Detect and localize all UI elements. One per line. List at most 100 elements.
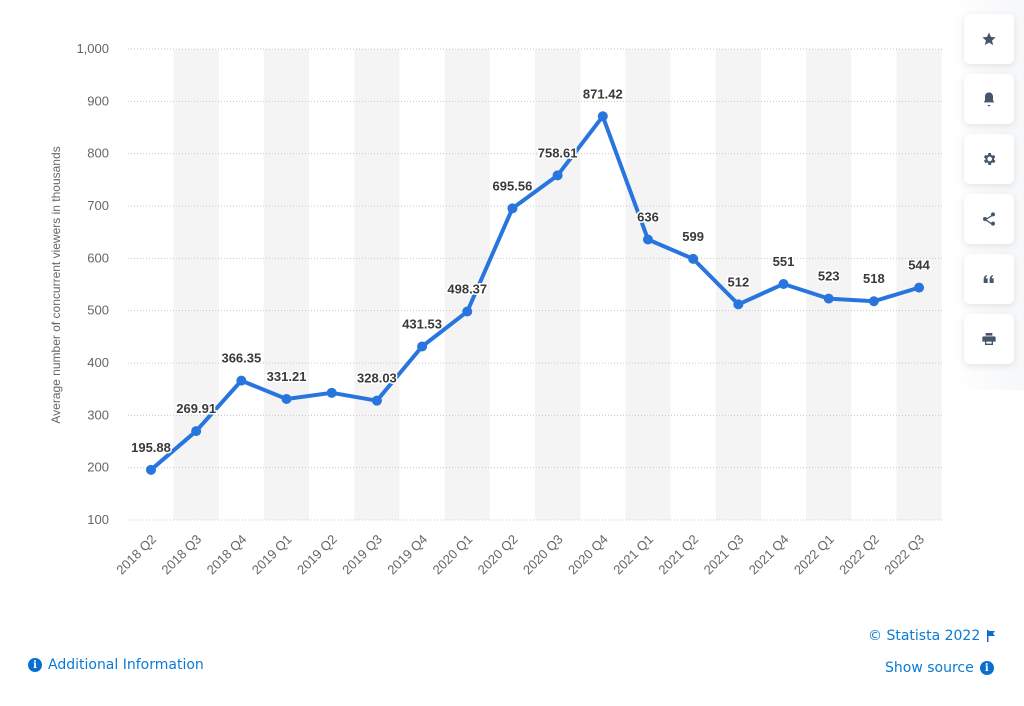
data-label: 758.61 [538,145,578,160]
x-tick-label: 2022 Q2 [836,532,882,578]
data-point[interactable] [868,296,879,307]
data-point[interactable] [191,426,202,437]
column-band [625,49,671,520]
x-tick-label: 2021 Q4 [746,532,792,578]
quote-icon [983,275,994,283]
data-label: 636 [637,209,659,224]
x-tick-label: 2019 Q3 [339,532,385,578]
data-label: 269.91 [176,401,216,416]
data-point[interactable] [642,234,653,245]
data-point[interactable] [823,293,834,304]
column-band [354,49,400,520]
column-band [444,49,490,520]
data-point[interactable] [417,341,428,352]
star-icon [982,32,996,46]
data-label: 366.35 [221,351,261,366]
x-tick-label: 2018 Q4 [204,532,250,578]
y-tick-label: 1,000 [76,41,109,56]
x-tick-label: 2022 Q1 [791,532,837,578]
line-chart: 100 200 300 400 500 600 700 800 900 1,000 Average… [49,41,942,578]
y-tick-label: 300 [87,407,109,422]
x-tick-label: 2019 Q4 [384,532,430,578]
info-icon: i [979,661,994,675]
data-point[interactable] [371,395,382,406]
y-tick-label: 700 [87,198,109,213]
data-label: 518 [863,271,885,286]
additional-information-label: Additional Information [48,657,204,673]
data-labels: 195.88 269.91 366.35 331.21 328.03 431.53 498.… [130,85,933,457]
cite-button[interactable] [964,254,1014,304]
data-point[interactable] [146,464,156,475]
data-label: 431.53 [402,316,442,331]
data-point[interactable] [597,111,608,122]
column-band [715,49,761,520]
data-point[interactable] [914,282,925,293]
x-axis-ticks: 2018 Q2 2018 Q3 2018 Q4 2019 Q1 2019 Q2 2019 … [113,532,927,578]
x-tick-label: 2021 Q2 [655,532,701,578]
info-icon: i [28,658,42,672]
data-point[interactable] [236,375,247,386]
y-tick-label: 500 [87,303,109,318]
data-line [149,114,922,472]
x-tick-label: 2020 Q1 [430,532,476,578]
data-point[interactable] [281,394,292,405]
y-axis-ticks: 100 200 300 400 500 600 700 800 900 1,000 [76,41,109,527]
data-label: 523 [818,269,840,284]
column-band [173,49,219,520]
column-band [806,49,852,520]
show-source-link[interactable]: Show source i [885,660,994,676]
bell-icon [983,92,995,107]
y-tick-label: 100 [87,512,109,527]
gear-icon [983,153,996,165]
print-button[interactable] [964,314,1014,364]
data-label: 512 [727,274,749,289]
y-tick-label: 200 [87,460,109,475]
data-label: 551 [773,254,795,269]
settings-button[interactable] [964,134,1014,184]
data-point[interactable] [507,203,518,214]
x-tick-label: 2018 Q2 [113,532,159,578]
x-tick-label: 2021 Q3 [701,532,747,578]
printer-icon [982,333,996,345]
favorite-button[interactable] [964,14,1014,64]
x-tick-label: 2022 Q3 [881,532,927,578]
data-label: 328.03 [357,371,397,386]
data-point[interactable] [733,299,744,310]
data-point[interactable] [462,306,473,317]
y-tick-label: 800 [87,146,109,161]
x-tick-label: 2019 Q1 [249,532,295,578]
data-point[interactable] [326,387,337,398]
additional-information-link[interactable]: i Additional Information [28,657,204,673]
y-axis-label: Average number of concurrent viewers in … [49,146,63,423]
share-button[interactable] [964,194,1014,244]
x-tick-label: 2021 Q1 [610,532,656,578]
x-tick-label: 2020 Q3 [520,532,566,578]
y-tick-label: 900 [87,93,109,108]
show-source-label: Show source [885,660,974,676]
x-tick-label: 2020 Q4 [565,532,611,578]
y-tick-label: 600 [87,250,109,265]
data-label: 695.56 [493,178,533,193]
flag-icon [987,630,996,642]
column-band [535,49,581,520]
data-label: 544 [908,258,930,273]
data-point[interactable] [688,253,699,264]
copyright-label: © Statista 2022 [868,628,981,644]
x-tick-label: 2020 Q2 [475,532,521,578]
data-label: 331.21 [267,369,307,384]
data-label: 599 [682,229,704,244]
data-label: 871.42 [583,86,623,101]
x-tick-label: 2018 Q3 [158,532,204,578]
data-point[interactable] [552,170,563,181]
column-band [263,49,310,520]
notification-button[interactable] [964,74,1014,124]
data-label: 498.37 [447,282,487,297]
data-label: 195.88 [131,440,171,455]
x-tick-label: 2019 Q2 [294,532,340,578]
share-icon [983,212,995,226]
statista-copyright-link[interactable]: © Statista 2022 [868,628,996,644]
data-points [146,111,925,475]
gridlines [128,48,942,521]
y-tick-label: 400 [87,355,109,370]
data-point[interactable] [778,278,789,289]
